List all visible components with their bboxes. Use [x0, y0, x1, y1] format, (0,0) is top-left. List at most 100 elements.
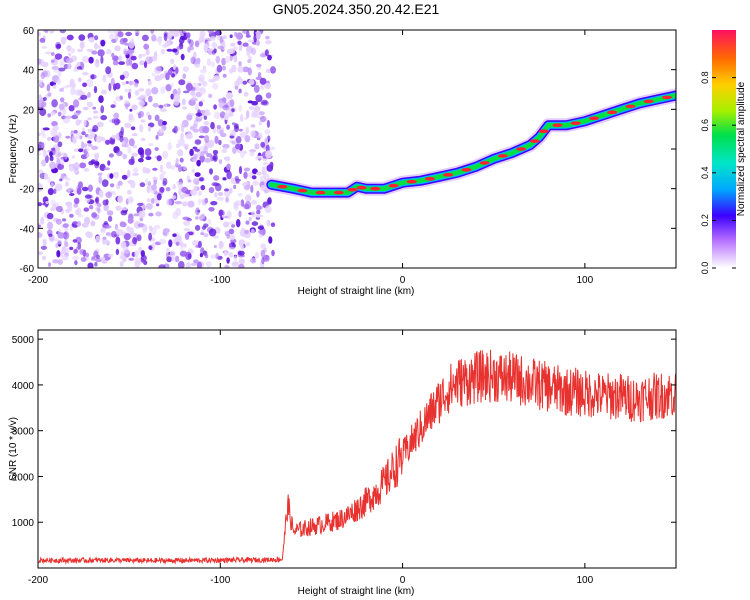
- noise-blob: [119, 135, 124, 143]
- noise-blob: [75, 236, 82, 244]
- noise-blob: [225, 92, 234, 100]
- noise-blob: [256, 190, 260, 198]
- noise-blob: [57, 141, 63, 148]
- noise-blob: [269, 161, 274, 168]
- noise-blob: [156, 193, 162, 201]
- noise-blob: [146, 198, 151, 203]
- noise-blob: [69, 193, 75, 196]
- noise-blob: [38, 152, 41, 156]
- noise-blob: [251, 221, 259, 226]
- noise-blob: [264, 82, 272, 90]
- noise-blob: [132, 237, 138, 245]
- noise-blob: [138, 158, 144, 163]
- noise-blob: [102, 236, 107, 240]
- noise-blob: [187, 200, 195, 208]
- noise-blob: [179, 250, 187, 257]
- noise-blob: [172, 195, 177, 200]
- noise-blob: [122, 153, 128, 160]
- noise-blob: [204, 135, 210, 143]
- noise-blob: [105, 225, 112, 229]
- noise-blob: [213, 111, 221, 120]
- noise-blob: [108, 33, 115, 40]
- snr-series-line: [38, 349, 676, 565]
- noise-blob: [124, 122, 132, 128]
- noise-blob: [254, 143, 260, 150]
- noise-blob: [100, 257, 106, 261]
- noise-blob: [51, 99, 58, 108]
- noise-blob: [130, 126, 136, 131]
- noise-blob: [212, 149, 219, 155]
- noise-blob: [255, 63, 262, 68]
- noise-blob: [59, 178, 63, 182]
- noise-blob: [57, 163, 64, 170]
- noise-blob: [47, 113, 52, 118]
- noise-blob: [177, 181, 183, 190]
- noise-blob: [76, 187, 82, 195]
- noise-blob: [196, 261, 202, 268]
- noise-blob: [242, 80, 248, 85]
- noise-blob: [203, 115, 208, 120]
- noise-blob: [88, 160, 94, 166]
- noise-blob: [149, 227, 157, 236]
- noise-blob: [192, 158, 198, 163]
- noise-blob: [117, 31, 124, 38]
- noise-blob: [127, 196, 133, 204]
- colorbar-gradient: [712, 30, 736, 268]
- noise-blob: [255, 40, 260, 46]
- noise-blob: [170, 165, 176, 170]
- noise-blob: [229, 135, 235, 139]
- noise-blob: [50, 182, 54, 188]
- noise-blob: [79, 135, 83, 140]
- noise-blob: [150, 184, 157, 191]
- noise-blob: [79, 162, 87, 169]
- colorbar: 0.0 0.2 0.4 0.6 0.8 Normalized spectral ampl…: [700, 30, 747, 274]
- noise-blob: [118, 55, 123, 62]
- noise-blob: [203, 146, 208, 153]
- noise-blob: [138, 88, 145, 92]
- noise-blob: [244, 229, 250, 235]
- noise-blob: [80, 257, 87, 262]
- noise-blob: [194, 172, 201, 178]
- noise-blob: [250, 130, 256, 138]
- noise-blob: [225, 156, 231, 162]
- y-tick-label: 4000: [12, 381, 35, 392]
- noise-blob: [214, 30, 222, 36]
- noise-blob: [244, 184, 250, 191]
- noise-blob: [114, 45, 121, 52]
- noise-blob: [41, 101, 47, 108]
- noise-blob: [199, 87, 206, 95]
- noise-blob: [147, 126, 152, 132]
- noise-blob: [117, 195, 124, 204]
- noise-blob: [235, 178, 241, 182]
- noise-blob: [203, 121, 210, 126]
- noise-blob: [107, 253, 114, 258]
- noise-blob: [38, 31, 42, 37]
- noise-blob: [63, 175, 68, 180]
- noise-blob: [63, 63, 69, 70]
- noise-blob: [244, 194, 252, 202]
- noise-blob: [80, 141, 85, 149]
- spectrogram-plot-area: [38, 30, 676, 268]
- noise-blob: [40, 72, 46, 80]
- noise-blob: [88, 37, 95, 43]
- noise-blob: [266, 219, 271, 227]
- noise-blob: [263, 173, 270, 181]
- signal-peak: [552, 123, 563, 127]
- noise-blob: [199, 69, 207, 74]
- noise-blob: [61, 36, 66, 45]
- noise-blob: [244, 201, 252, 210]
- noise-blob: [87, 262, 94, 268]
- noise-blob: [100, 55, 104, 64]
- noise-blob: [82, 82, 88, 88]
- noise-blob: [162, 44, 168, 48]
- noise-blob: [196, 159, 201, 167]
- noise-blob: [186, 114, 193, 121]
- noise-blob: [115, 248, 120, 255]
- noise-blob: [179, 36, 186, 40]
- noise-blob: [228, 228, 235, 235]
- noise-blob: [72, 239, 78, 243]
- noise-blob: [97, 172, 103, 176]
- noise-blob: [51, 120, 58, 127]
- noise-blob: [178, 260, 185, 268]
